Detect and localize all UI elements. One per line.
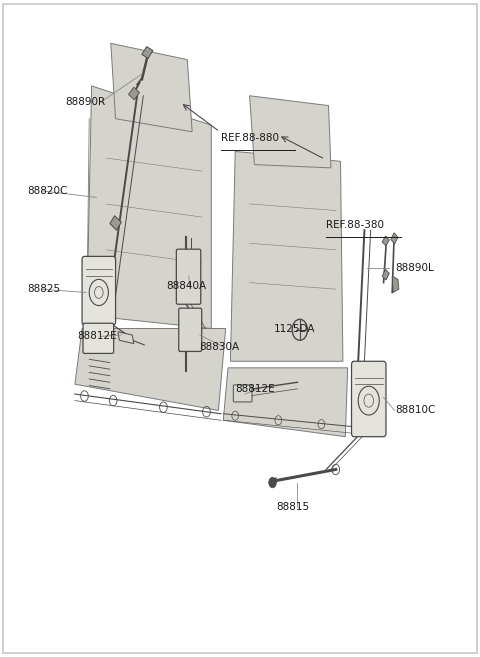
- Text: 88820C: 88820C: [27, 186, 67, 196]
- FancyBboxPatch shape: [351, 361, 386, 437]
- Text: REF.88-380: REF.88-380: [326, 220, 384, 230]
- Text: 88825: 88825: [27, 284, 60, 294]
- Text: 88840A: 88840A: [166, 281, 206, 291]
- FancyBboxPatch shape: [82, 256, 116, 325]
- FancyBboxPatch shape: [176, 249, 201, 304]
- Polygon shape: [391, 233, 398, 244]
- Polygon shape: [223, 368, 348, 437]
- FancyBboxPatch shape: [179, 308, 202, 351]
- Text: 88890R: 88890R: [65, 97, 106, 107]
- Polygon shape: [382, 236, 389, 246]
- Polygon shape: [392, 276, 399, 292]
- Circle shape: [269, 478, 276, 487]
- Text: 88812E: 88812E: [77, 331, 117, 342]
- Polygon shape: [75, 328, 226, 411]
- Text: 88812E: 88812E: [235, 384, 275, 394]
- Polygon shape: [111, 43, 192, 132]
- FancyBboxPatch shape: [233, 385, 252, 402]
- Polygon shape: [110, 215, 121, 230]
- Polygon shape: [382, 269, 389, 280]
- Polygon shape: [250, 96, 331, 168]
- Polygon shape: [142, 47, 153, 58]
- Polygon shape: [129, 87, 140, 100]
- Polygon shape: [230, 152, 343, 361]
- Text: 88890L: 88890L: [396, 263, 434, 273]
- FancyBboxPatch shape: [83, 323, 114, 353]
- Text: 88815: 88815: [276, 502, 309, 512]
- Text: 88830A: 88830A: [199, 342, 240, 352]
- Text: 88810C: 88810C: [396, 405, 436, 415]
- Text: 1125DA: 1125DA: [274, 323, 315, 334]
- Polygon shape: [87, 86, 211, 328]
- Text: REF.88-880: REF.88-880: [221, 133, 279, 143]
- Polygon shape: [118, 332, 134, 344]
